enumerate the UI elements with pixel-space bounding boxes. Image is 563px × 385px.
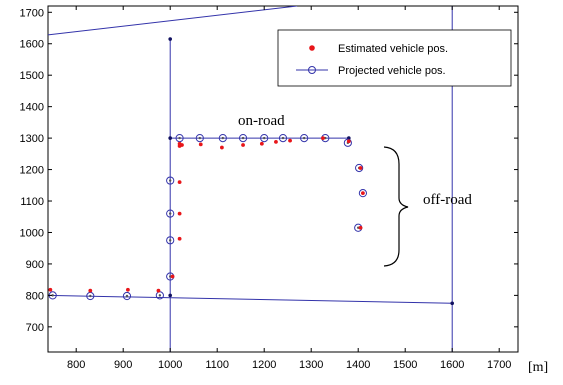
projected-point <box>175 134 184 143</box>
projected-point <box>122 291 132 301</box>
projected-point <box>358 189 367 198</box>
projected-point <box>300 134 309 143</box>
estimated-point <box>88 288 93 293</box>
estimated-point <box>156 288 161 293</box>
projected-point <box>343 138 352 147</box>
legend-label-projected: Projected vehicle pos. <box>338 65 446 77</box>
y-tick-label: 1500 <box>20 70 44 82</box>
x-tick-label: 1600 <box>440 359 464 371</box>
estimated-point <box>180 143 184 147</box>
x-tick-label: 1400 <box>346 359 370 371</box>
estimated-point <box>361 191 365 196</box>
estimated-point <box>259 141 264 146</box>
estimated-point <box>170 274 175 279</box>
y-tick-label: 1600 <box>20 39 44 51</box>
legend-dot-estimated <box>309 45 315 51</box>
series-layer <box>48 134 367 301</box>
estimated-point <box>288 138 292 143</box>
legend-label-estimated: Estimated vehicle pos. <box>338 43 448 55</box>
x-tick-label: 1500 <box>393 359 417 371</box>
projected-point-center <box>169 239 172 242</box>
y-tick-label: 1000 <box>20 227 44 239</box>
y-tick-label: 1700 <box>20 7 44 19</box>
series-estimated <box>48 136 365 293</box>
estimated-point <box>358 225 363 230</box>
road-node <box>168 293 172 298</box>
y-tick-label: 800 <box>26 290 44 302</box>
projected-point-center <box>158 294 162 297</box>
legend-circle-projected <box>308 66 316 74</box>
projected-point <box>238 134 248 143</box>
y-tick-label: 1400 <box>20 102 44 114</box>
annotation-on-road: on-road <box>238 113 285 129</box>
y-tick-label: 700 <box>26 322 44 334</box>
estimated-point <box>346 139 351 144</box>
projected-point-center <box>281 136 285 140</box>
projected-point <box>260 134 269 143</box>
estimated-point <box>126 287 130 292</box>
road-segment-0 <box>48 294 453 304</box>
off-road-brace <box>383 146 409 267</box>
road-network <box>48 6 455 352</box>
estimated-point <box>198 142 203 147</box>
x-tick-label: 1100 <box>205 359 229 371</box>
projected-point <box>166 236 175 245</box>
estimated-point <box>177 180 182 185</box>
projected-point <box>166 176 175 185</box>
projected-point-center <box>125 294 129 298</box>
road-segment-4 <box>48 6 298 36</box>
road-node <box>168 136 172 140</box>
projected-point <box>355 163 364 173</box>
projected-point <box>166 209 175 218</box>
projected-point <box>195 134 204 143</box>
estimated-point <box>274 139 278 144</box>
projected-point-center <box>169 212 172 215</box>
x-tick-label: 1700 <box>487 359 511 371</box>
legend-box <box>277 29 512 87</box>
projected-point-center <box>169 179 172 182</box>
projected-point-center <box>241 136 245 140</box>
projected-point <box>218 134 227 143</box>
legend: Estimated vehicle pos. Projected vehicle… <box>277 29 512 87</box>
projected-point-center <box>302 136 306 140</box>
x-tick-label: 1200 <box>252 359 276 371</box>
y-tick-label: 1100 <box>20 196 44 208</box>
estimated-point <box>48 287 53 292</box>
estimated-point <box>358 166 363 170</box>
x-tick-label: 1000 <box>158 359 182 371</box>
projected-point-center <box>89 294 92 298</box>
projected-point-center <box>221 136 225 140</box>
estimated-point <box>177 211 182 216</box>
projected-point-center <box>198 136 202 140</box>
estimated-point <box>321 136 325 141</box>
x-axis: 800 900 1000 1100 1200 1300 1400 1500 1600 1700 <box>67 6 511 371</box>
road-node <box>168 37 172 41</box>
estimated-point <box>177 236 182 241</box>
projected-point-center <box>178 136 181 140</box>
road-node <box>450 301 455 306</box>
projected-point <box>278 134 288 143</box>
estimated-point <box>220 145 224 150</box>
projected-point-center <box>51 294 54 297</box>
projected-point-center <box>263 136 266 140</box>
x-tick-label: 800 <box>67 359 85 371</box>
y-axis: 700 800 900 1000 1100 1200 1300 1400 1500 1600 170… <box>20 7 518 334</box>
y-tick-label: 900 <box>26 259 44 271</box>
annotation-off-road: off-road <box>423 192 472 208</box>
estimated-point <box>241 143 245 147</box>
y-tick-label: 1200 <box>20 165 44 177</box>
x-tick-label: 1300 <box>299 359 323 371</box>
x-unit-label: [m] <box>528 360 548 375</box>
x-tick-label: 900 <box>114 359 132 371</box>
y-tick-label: 1300 <box>20 133 44 145</box>
